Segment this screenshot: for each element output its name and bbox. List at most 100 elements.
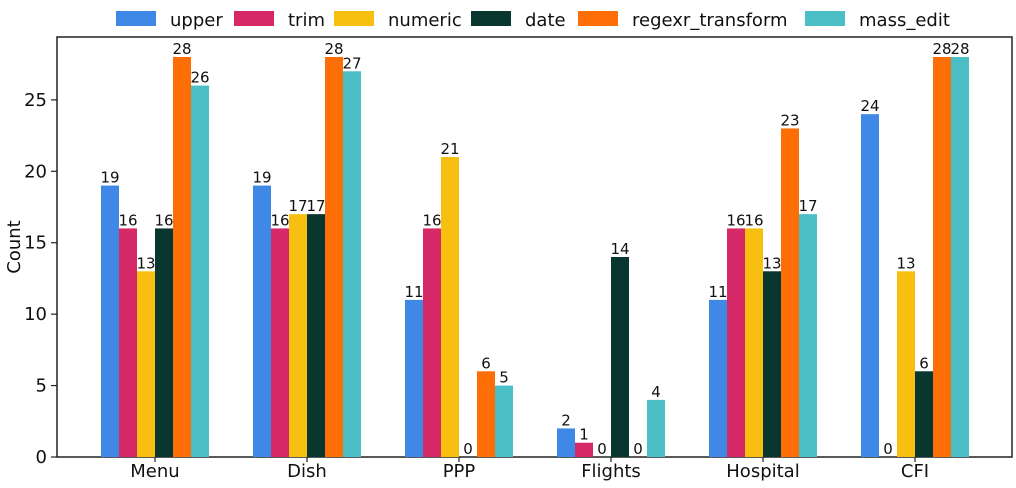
data-label-menu-trim: 16 bbox=[118, 211, 137, 229]
y-tick-label: 10 bbox=[24, 304, 47, 325]
data-label-ppp-upper: 11 bbox=[404, 283, 423, 301]
data-label-menu-upper: 19 bbox=[100, 169, 119, 187]
bars bbox=[101, 57, 969, 458]
bar-ppp-mass-edit bbox=[495, 385, 513, 457]
y-tick-label: 5 bbox=[36, 376, 47, 397]
legend: upper trim numeric date regexr_transform mass… bbox=[116, 10, 950, 31]
legend-item-upper: upper bbox=[116, 10, 223, 31]
x-tick-label-dish: Dish bbox=[287, 461, 327, 482]
data-label-dish-regexr-transform: 28 bbox=[324, 40, 343, 58]
bar-hospital-date bbox=[763, 271, 781, 457]
bar-cfi-numeric bbox=[897, 271, 915, 457]
bar-cfi-upper bbox=[861, 114, 879, 458]
bar-dish-upper bbox=[253, 185, 271, 458]
legend-label-trim: trim bbox=[288, 10, 325, 31]
plot-area bbox=[56, 36, 1013, 458]
data-label-hospital-upper: 11 bbox=[708, 283, 727, 301]
bar-flights-date bbox=[611, 257, 629, 457]
bar-hospital-upper bbox=[709, 299, 727, 457]
data-labels: 1916131628261916171728271116210652101404… bbox=[100, 40, 969, 458]
legend-item-numeric: numeric bbox=[334, 10, 462, 31]
bar-menu-regexr-transform bbox=[173, 57, 191, 457]
legend-item-mass-edit: mass_edit bbox=[805, 10, 950, 31]
legend-label-date: date bbox=[525, 10, 566, 31]
bar-flights-trim bbox=[575, 442, 593, 457]
bar-ppp-regexr-transform bbox=[477, 371, 495, 457]
data-label-flights-upper: 2 bbox=[561, 411, 571, 429]
data-label-dish-date: 17 bbox=[306, 197, 325, 215]
bar-menu-numeric bbox=[137, 271, 155, 457]
bar-flights-mass-edit bbox=[647, 399, 665, 457]
x-tick-label-cfi: CFI bbox=[901, 461, 929, 482]
data-label-ppp-date: 0 bbox=[463, 440, 473, 458]
data-label-flights-date: 14 bbox=[610, 240, 629, 258]
data-label-dish-numeric: 17 bbox=[288, 197, 307, 215]
legend-item-regexr-transform: regexr_transform bbox=[578, 10, 788, 31]
data-label-cfi-regexr-transform: 28 bbox=[932, 40, 951, 58]
bar-dish-numeric bbox=[289, 214, 307, 457]
bar-flights-upper bbox=[557, 428, 575, 457]
data-label-hospital-trim: 16 bbox=[726, 211, 745, 229]
data-label-ppp-regexr-transform: 6 bbox=[481, 354, 491, 372]
legend-item-date: date bbox=[471, 10, 566, 31]
bar-menu-mass-edit bbox=[191, 85, 209, 458]
legend-swatch-upper bbox=[116, 11, 156, 26]
legend-label-mass-edit: mass_edit bbox=[859, 10, 950, 31]
data-label-cfi-mass-edit: 28 bbox=[950, 40, 969, 58]
data-label-hospital-numeric: 16 bbox=[744, 211, 763, 229]
x-tick-label-ppp: PPP bbox=[443, 461, 476, 482]
legend-item-trim: trim bbox=[234, 10, 325, 31]
data-label-dish-trim: 16 bbox=[270, 211, 289, 229]
data-label-ppp-numeric: 21 bbox=[440, 140, 459, 158]
data-label-hospital-mass-edit: 17 bbox=[798, 197, 817, 215]
x-axis: Menu Dish PPP Flights Hospital CFI bbox=[130, 457, 929, 482]
y-axis-title: Count bbox=[4, 220, 25, 273]
data-label-ppp-trim: 16 bbox=[422, 211, 441, 229]
bar-cfi-date bbox=[915, 371, 933, 457]
data-label-flights-mass-edit: 4 bbox=[651, 383, 661, 401]
legend-swatch-date bbox=[471, 11, 511, 26]
y-tick-label: 20 bbox=[24, 161, 47, 182]
bar-menu-upper bbox=[101, 185, 119, 458]
data-label-flights-regexr-transform: 0 bbox=[633, 440, 643, 458]
bar-hospital-regexr-transform bbox=[781, 128, 799, 457]
y-tick-label: 25 bbox=[24, 90, 47, 111]
y-tick-label: 0 bbox=[36, 447, 47, 468]
data-label-flights-numeric: 0 bbox=[597, 440, 607, 458]
data-label-menu-regexr-transform: 28 bbox=[172, 40, 191, 58]
data-label-menu-mass-edit: 26 bbox=[190, 69, 209, 87]
data-label-cfi-trim: 0 bbox=[883, 440, 893, 458]
bar-ppp-numeric bbox=[441, 157, 459, 457]
legend-swatch-numeric bbox=[334, 11, 374, 26]
data-label-dish-upper: 19 bbox=[252, 169, 271, 187]
x-tick-label-hospital: Hospital bbox=[726, 461, 799, 482]
legend-swatch-trim bbox=[234, 11, 274, 26]
bar-ppp-upper bbox=[405, 299, 423, 457]
data-label-flights-trim: 1 bbox=[579, 426, 589, 444]
bar-hospital-numeric bbox=[745, 228, 763, 457]
bar-dish-mass-edit bbox=[343, 71, 361, 458]
data-label-cfi-numeric: 13 bbox=[896, 254, 915, 272]
bar-dish-date bbox=[307, 214, 325, 457]
bar-hospital-mass-edit bbox=[799, 214, 817, 457]
legend-label-numeric: numeric bbox=[388, 10, 462, 31]
data-label-menu-numeric: 13 bbox=[136, 254, 155, 272]
bar-cfi-regexr-transform bbox=[933, 57, 951, 457]
legend-label-regexr-transform: regexr_transform bbox=[632, 10, 788, 31]
x-tick-label-menu: Menu bbox=[130, 461, 179, 482]
data-label-ppp-mass-edit: 5 bbox=[499, 369, 509, 387]
y-axis: 0 5 10 15 20 25 bbox=[24, 90, 57, 468]
bar-menu-trim bbox=[119, 228, 137, 457]
legend-swatch-mass-edit bbox=[805, 11, 845, 26]
legend-label-upper: upper bbox=[170, 10, 223, 31]
bar-dish-regexr-transform bbox=[325, 57, 343, 457]
bar-ppp-trim bbox=[423, 228, 441, 457]
data-label-hospital-date: 13 bbox=[762, 254, 781, 272]
bar-menu-date bbox=[155, 228, 173, 457]
data-label-hospital-regexr-transform: 23 bbox=[780, 111, 799, 129]
bar-hospital-trim bbox=[727, 228, 745, 457]
legend-swatch-regexr-transform bbox=[578, 11, 618, 26]
data-label-cfi-upper: 24 bbox=[860, 97, 879, 115]
